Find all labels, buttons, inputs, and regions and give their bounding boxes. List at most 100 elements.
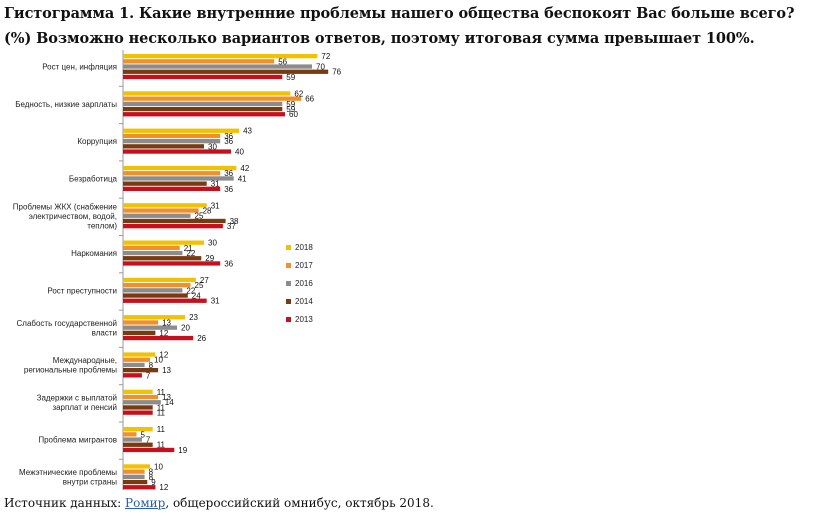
bar-2013 [123,112,285,117]
bar-2014 [123,144,204,149]
data-label: 31 [211,201,220,210]
data-label: 31 [211,297,220,306]
bar-2013 [123,410,153,415]
bar-2018 [123,277,196,283]
data-label: 10 [154,462,163,471]
bar-2016 [123,213,191,218]
data-label: 37 [227,222,236,231]
category-label: электричеством, водой, [29,212,117,221]
bar-2013 [123,335,194,341]
bar-2017 [123,208,199,213]
bar-2016 [123,288,183,293]
legend-label-2018: 2018 [295,243,313,252]
data-label: 60 [289,110,298,119]
data-label: 36 [224,132,233,141]
bar-2017 [123,171,221,176]
data-label: 13 [162,393,171,402]
bar-2017 [123,432,137,437]
data-label: 72 [321,52,330,61]
data-label: 8 [149,468,154,477]
data-label: 19 [178,446,187,455]
bar-2016 [123,362,145,368]
bar-2016 [123,101,283,106]
category-label: Проблемы ЖКХ (снабжение [13,202,118,211]
legend-label-2017: 2017 [295,261,313,270]
legend-label-2014: 2014 [295,297,313,306]
bar-2017 [123,59,275,64]
category-label: зарплат и пенсий [52,403,117,412]
bar-2016 [123,325,177,330]
category-label: Коррупция [77,137,117,146]
category-label: Международные, [53,356,117,365]
bar-2017 [123,96,302,101]
chart-title-line-1: Гистограмма 1. Какие внутренние проблемы… [4,5,795,22]
category-label: региональные проблемы [24,366,117,375]
data-label: 22 [186,286,195,295]
data-label: 20 [181,324,190,333]
bar-2013 [123,224,223,229]
bar-2013 [123,485,156,490]
data-label: 7 [146,436,151,445]
data-label: 41 [238,174,247,183]
data-label: 21 [184,244,193,253]
bar-2016 [123,139,221,144]
bar-2014 [123,69,329,74]
category-label: Безработица [69,174,118,183]
bar-2013 [123,149,231,154]
bar-2018 [123,389,153,394]
data-label: 25 [195,281,204,290]
data-label: 11 [157,425,166,434]
bar-2018 [123,203,207,208]
data-label: 22 [186,249,195,258]
bar-2016 [123,474,145,479]
bar-2013 [123,74,283,80]
bar-2018 [123,315,186,320]
data-label: 26 [197,334,206,343]
data-label: 70 [316,63,325,72]
bar-2014 [123,330,156,335]
bar-2014 [123,405,153,410]
data-label: 59 [286,100,295,109]
source-link-romir[interactable]: Ромир [125,496,166,510]
bar-2014 [123,256,202,261]
bar-2017 [123,133,221,139]
data-label: 24 [192,292,201,301]
data-label: 36 [224,137,233,146]
bar-2017 [123,394,159,400]
category-label: Межэтнические проблемы [19,468,117,477]
bar-2016 [123,437,142,442]
data-label: 62 [294,89,303,98]
data-label: 12 [159,329,168,338]
category-label: Слабость государственной [17,319,118,328]
data-label: 36 [224,169,233,178]
data-label: 23 [189,313,198,322]
data-label: 56 [278,57,287,66]
source-prefix: Источник данных: [4,496,126,510]
data-label: 27 [200,276,209,285]
legend-swatch-2017 [286,263,291,268]
data-label: 11 [157,403,166,412]
bar-2016 [123,176,234,181]
bar-2017 [123,320,159,325]
data-label: 11 [157,409,166,418]
category-label: Рост цен, инфляция [42,63,117,72]
data-label: 8 [149,473,154,482]
bar-2018 [123,128,240,133]
bar-2013 [123,298,207,303]
category-label: власти [92,328,117,337]
data-label: 12 [159,483,168,490]
data-label: 66 [305,95,314,104]
data-label: 40 [235,148,244,157]
data-label: 14 [165,398,174,407]
bar-2018 [123,54,318,59]
bar-2014 [123,106,283,112]
data-label: 25 [195,212,204,221]
chart-title-line-2: (%) Возможно несколько вариантов ответов… [4,30,755,47]
category-label: Задержки с выплатой [37,394,117,403]
bar-2018 [123,240,204,245]
data-label: 76 [332,68,341,77]
data-label: 11 [157,441,166,450]
bar-2016 [123,400,161,405]
data-label: 30 [208,142,217,151]
